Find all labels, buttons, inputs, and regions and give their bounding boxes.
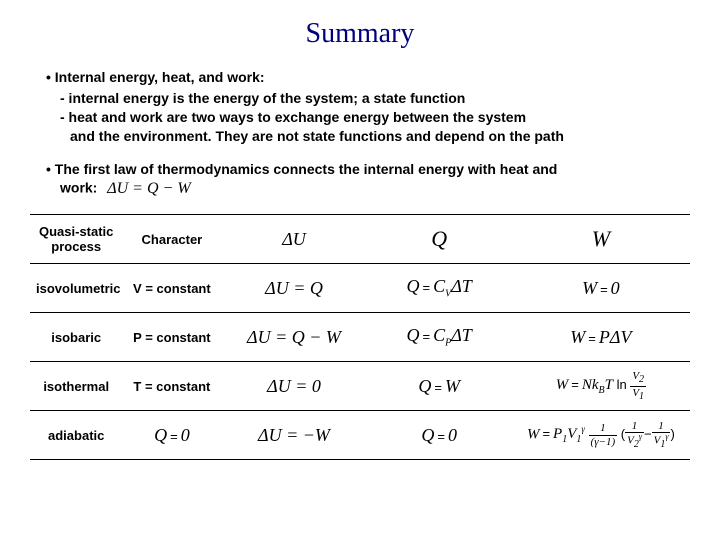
process-table: Quasi-static process Character ΔU Q W is…	[30, 214, 690, 460]
bullet-section-1: • Internal energy, heat, and work: - int…	[40, 68, 680, 146]
header-W-sym: W	[592, 226, 610, 251]
table-row: isobaric P = constant ΔU = Q − W Q=CPΔT …	[30, 313, 690, 362]
table-row: isothermal T = constant ΔU = 0 Q=W W=NkB…	[30, 362, 690, 411]
header-dU-sym: ΔU	[282, 229, 306, 249]
cell-W: W=0	[512, 264, 690, 313]
cell-process: isothermal	[30, 362, 122, 411]
cell-dU-val: ΔU = −W	[258, 425, 330, 445]
cell-character: P = constant	[122, 313, 221, 362]
cell-character: V = constant	[122, 264, 221, 313]
cell-process: adiabatic	[30, 411, 122, 460]
slide-title: Summary	[30, 18, 690, 50]
first-law-formula: ΔU = Q − W	[101, 180, 190, 197]
cell-Q: Q=CVΔT	[367, 264, 512, 313]
header-dU: ΔU	[221, 215, 366, 264]
cell-Q: Q=W	[367, 362, 512, 411]
cell-process: isobaric	[30, 313, 122, 362]
slide: Summary • Internal energy, heat, and wor…	[0, 0, 720, 480]
table-row: isovolumetric V = constant ΔU = Q Q=CVΔT…	[30, 264, 690, 313]
bullet-section-2: • The first law of thermodynamics connec…	[40, 160, 680, 200]
cell-dU: ΔU = −W	[221, 411, 366, 460]
header-Q: Q	[367, 215, 512, 264]
header-W: W	[512, 215, 690, 264]
cell-dU-val: ΔU = Q − W	[247, 327, 341, 347]
cell-Q: Q=0	[367, 411, 512, 460]
header-process: Quasi-static process	[30, 215, 122, 264]
table-row: adiabatic Q=0 ΔU = −W Q=0 W=P1V1γ 1(γ−1)…	[30, 411, 690, 460]
cell-W: W=P1V1γ 1(γ−1) (1V2γ−1V1γ)	[512, 411, 690, 460]
bullet-1-sub2b: and the environment. They are not state …	[70, 127, 680, 146]
cell-process: isovolumetric	[30, 264, 122, 313]
bullet-1-head: • Internal energy, heat, and work:	[46, 68, 680, 87]
bullet-2-line2: work: ΔU = Q − W	[60, 178, 680, 200]
cell-character: T = constant	[122, 362, 221, 411]
cell-dU: ΔU = Q	[221, 264, 366, 313]
bullet-2-text: work:	[60, 180, 97, 196]
cell-character: Q=0	[122, 411, 221, 460]
cell-W: W=NkBT ln V2V1	[512, 362, 690, 411]
bullet-2-line1: • The first law of thermodynamics connec…	[46, 160, 680, 179]
bullet-1-sub2: - heat and work are two ways to exchange…	[60, 108, 680, 127]
cell-dU-val: ΔU = Q	[265, 278, 323, 298]
cell-W: W=PΔV	[512, 313, 690, 362]
cell-dU: ΔU = Q − W	[221, 313, 366, 362]
header-character: Character	[122, 215, 221, 264]
cell-dU: ΔU = 0	[221, 362, 366, 411]
table-header-row: Quasi-static process Character ΔU Q W	[30, 215, 690, 264]
header-Q-sym: Q	[431, 226, 447, 251]
bullet-1-sub1: - internal energy is the energy of the s…	[60, 89, 680, 108]
cell-dU-val: ΔU = 0	[267, 376, 321, 396]
cell-Q: Q=CPΔT	[367, 313, 512, 362]
